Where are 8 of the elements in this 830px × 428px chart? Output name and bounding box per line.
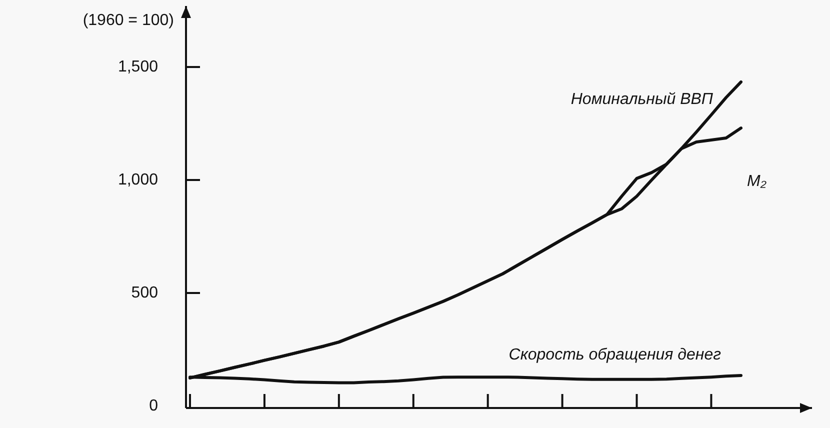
y-tick-label: 1,500 (118, 58, 158, 76)
y-axis-title: (1960 = 100) (82, 12, 174, 28)
y-tick-label: 500 (131, 284, 158, 302)
series-label: Номинальный ВВП (570, 90, 714, 108)
y-tick-label: 0 (149, 398, 158, 414)
text: M₂ (747, 173, 766, 190)
y-tick-label: 1,000 (118, 172, 158, 189)
series-label: Скорость обращения денег (508, 346, 722, 364)
